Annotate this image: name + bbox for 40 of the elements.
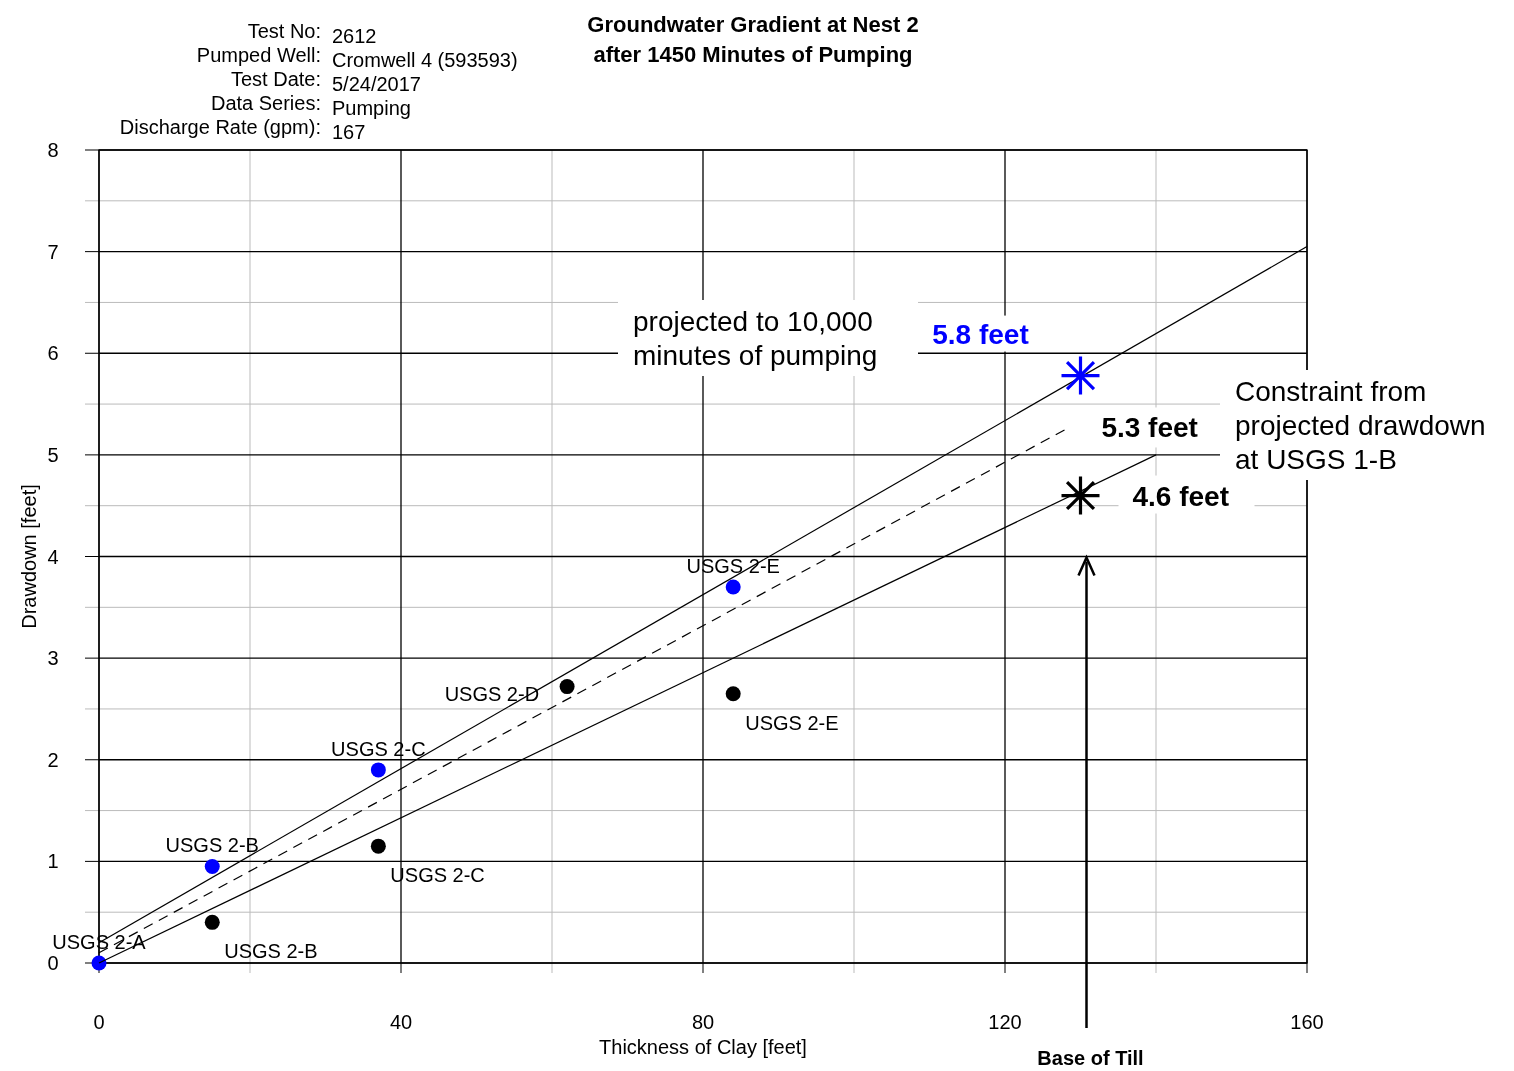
x-tick-label: 0 bbox=[93, 1011, 105, 1033]
y-tick-label: 0 bbox=[47, 952, 59, 974]
y-tick-label: 6 bbox=[47, 342, 59, 365]
point bbox=[204, 914, 220, 930]
x-axis-title: Thickness of Clay [feet] bbox=[599, 1036, 807, 1058]
text: Test No: 2612 bbox=[247, 20, 377, 47]
x-tick-label: 80 bbox=[691, 1011, 715, 1033]
x-tick-label: 160 bbox=[1290, 1011, 1324, 1033]
y-tick-label: 7 bbox=[47, 240, 59, 263]
x-tick-label: 120 bbox=[988, 1011, 1022, 1033]
x-tick-label: 40 bbox=[389, 1011, 413, 1033]
text: Pumped Well: Cromwell 4 (593593) bbox=[196, 44, 518, 71]
text: Base of Till bbox=[1037, 1047, 1144, 1069]
chart-title: Groundwater Gradient at Nest 2 after 1450 Minutes of Pumping bbox=[587, 12, 919, 67]
annotation: Constraint from projected drawdown at USGS 1-B bbox=[1235, 376, 1486, 475]
y-tick-label: 4 bbox=[47, 545, 59, 568]
annotation: projected to 10,000 minutes of pumping bbox=[633, 306, 878, 371]
point bbox=[725, 686, 741, 702]
point bbox=[1061, 356, 1100, 395]
annotation: USGS 2-B bbox=[224, 940, 318, 963]
y-tick-label: 1 bbox=[47, 850, 59, 873]
annotation: USGS 2-E bbox=[745, 711, 839, 734]
annotation: 4.6 feet bbox=[1132, 480, 1229, 512]
annotation: USGS 2-B bbox=[165, 834, 259, 857]
point bbox=[370, 762, 386, 778]
text: Test Date: 5/24/2017 bbox=[230, 68, 421, 95]
y-tick-label: 3 bbox=[47, 647, 59, 670]
annotation: 5.3 feet bbox=[1101, 412, 1198, 444]
annotation: 5.8 feet bbox=[932, 318, 1029, 350]
y-tick-label: 2 bbox=[47, 748, 59, 771]
point bbox=[725, 579, 741, 595]
point bbox=[559, 679, 575, 695]
y-axis-title: Drawdown [feet] bbox=[18, 484, 40, 629]
point bbox=[1061, 476, 1100, 515]
y-tick-label: 8 bbox=[47, 139, 59, 161]
point bbox=[370, 838, 386, 854]
text: Data Series: Pumping bbox=[210, 92, 411, 119]
y-tick-label: 5 bbox=[47, 443, 59, 466]
point bbox=[204, 858, 220, 874]
text: Discharge Rate (gpm): 167 bbox=[119, 116, 366, 143]
